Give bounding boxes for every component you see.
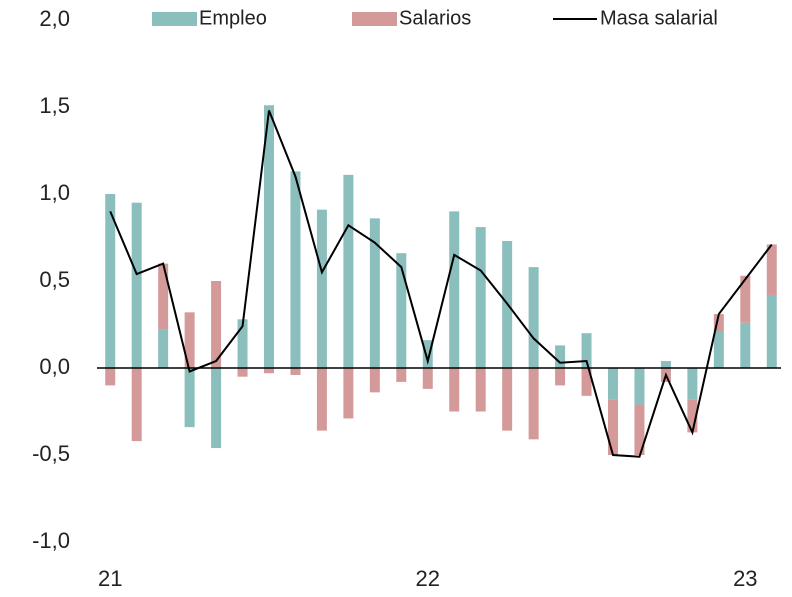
bar: [555, 368, 566, 386]
bar: [237, 319, 248, 368]
bar: [581, 368, 592, 396]
bar: [766, 294, 777, 368]
line: [109, 110, 773, 458]
bar: [343, 174, 354, 368]
bar: [105, 368, 116, 386]
bar: [687, 399, 698, 433]
bar: [211, 368, 222, 449]
bar: [131, 368, 142, 442]
bar: [528, 368, 539, 440]
bar: [290, 368, 301, 375]
x-tick-label: 21: [98, 566, 122, 591]
bar: [343, 368, 354, 419]
bar: [369, 368, 380, 393]
legend-label: Masa salarial: [600, 7, 718, 29]
bar: [713, 331, 724, 368]
y-tick-label: 2,0: [39, 6, 70, 31]
bar: [184, 312, 195, 368]
y-tick-label: 1,0: [39, 180, 70, 205]
bar: [713, 314, 724, 332]
bar: [687, 368, 698, 400]
bar: [316, 368, 327, 431]
x-tick-label: 23: [733, 566, 757, 591]
x-tick-label: 22: [416, 566, 440, 591]
bar: [211, 281, 222, 368]
legend-label: Salarios: [399, 7, 471, 29]
bar: [396, 368, 407, 382]
bar: [449, 368, 460, 412]
bar: [555, 345, 566, 368]
legend-label: Empleo: [199, 7, 267, 29]
bar: [660, 361, 671, 368]
bar: [608, 399, 618, 455]
bar: [290, 171, 301, 368]
y-tick-label: -1,0: [32, 528, 70, 553]
bar: [316, 209, 327, 368]
bar: [475, 368, 486, 412]
bar: [740, 322, 751, 368]
bar: [264, 368, 274, 374]
legend-swatch: [152, 12, 197, 26]
bar: [740, 275, 751, 323]
bar: [502, 368, 513, 431]
y-tick-label: -0,5: [32, 441, 70, 466]
bar: [422, 368, 433, 389]
bar: [449, 211, 460, 368]
bar: [369, 218, 380, 368]
bar: [608, 368, 618, 400]
bar: [396, 253, 407, 368]
bar: [264, 105, 274, 368]
bar: [105, 194, 116, 368]
legend-swatch: [352, 12, 397, 26]
bar: [528, 267, 539, 368]
bar: [422, 340, 433, 368]
bar: [158, 329, 169, 368]
bar: [475, 227, 486, 368]
y-tick-label: 0,5: [39, 267, 70, 292]
bar: [237, 368, 248, 377]
bar: [581, 333, 592, 368]
bar: [634, 368, 645, 405]
bar: [131, 202, 142, 368]
bar: [766, 244, 777, 295]
y-tick-label: 0,0: [39, 354, 70, 379]
bar: [634, 404, 645, 455]
y-tick-label: 1,5: [39, 93, 70, 118]
bar: [184, 368, 195, 428]
bar: [158, 263, 169, 330]
